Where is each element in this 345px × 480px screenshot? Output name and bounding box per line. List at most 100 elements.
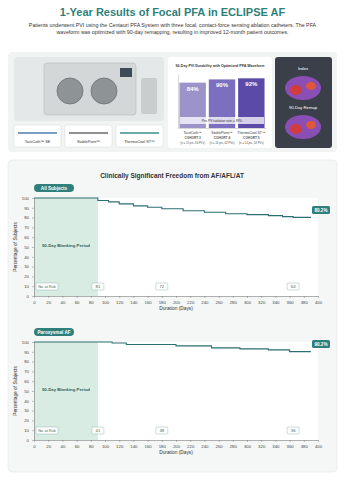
axis-line [178, 75, 179, 129]
y-axis: 0102030405060708090100 [22, 196, 35, 299]
tick-mark [32, 296, 34, 297]
tick-label: StablePoint™ [211, 131, 232, 135]
end-label: 90.2% [314, 342, 327, 347]
tick-mark [190, 440, 191, 442]
axis-line [34, 199, 35, 297]
tick-mark [247, 296, 248, 298]
axis-title: Duration (Days) [159, 306, 193, 311]
tick-mark [176, 296, 177, 298]
tick-label: 180 [159, 444, 167, 449]
shaded-label: 90-Day Blanking Period [42, 387, 90, 392]
tick: 60 [75, 296, 80, 305]
tick-label: TactiCath™ [184, 131, 202, 135]
tick-mark [233, 440, 234, 442]
tick-mark [190, 296, 191, 298]
at-risk-value: 36 [291, 428, 296, 433]
at-risk-box [36, 427, 58, 434]
tick-label: 100 [22, 340, 30, 345]
tick-mark [219, 440, 220, 442]
axis-title: Percentage of Subjects [13, 366, 18, 416]
heart-lesion [306, 82, 316, 90]
map-card [275, 57, 332, 148]
tick-label: 360 [287, 300, 295, 305]
tick-mark [32, 218, 34, 219]
tick-label: 40 [61, 444, 66, 449]
tick: 240 [201, 440, 209, 449]
tick-mark [32, 198, 34, 199]
tick: 300 [244, 296, 252, 305]
tick-mark [91, 296, 92, 298]
tick-label: 80 [89, 300, 94, 305]
tick-label: 260 [216, 444, 224, 449]
tick-mark [62, 296, 63, 298]
tick-mark [48, 296, 49, 298]
tick-mark [233, 296, 234, 298]
tick: 60 [24, 379, 34, 384]
tick-mark [32, 247, 34, 248]
tick: 200 [173, 440, 181, 449]
cohort-size: (n = 15 pts, 56 PVs) [180, 141, 205, 145]
device-area [14, 57, 164, 121]
tick-mark [275, 296, 276, 298]
tick-label: 20 [46, 300, 51, 305]
tick-mark [32, 208, 34, 209]
tick: 100 [102, 440, 110, 449]
infographic: TactiCath™ SEStablePoint™ThermoCool ST™9… [0, 0, 345, 480]
tick-label: 80 [24, 215, 29, 220]
tick: 40 [24, 255, 34, 260]
tick-label: 140 [130, 300, 138, 305]
heart-map [285, 115, 321, 139]
tick-label: 70 [24, 225, 29, 230]
tick: 50 [24, 389, 34, 394]
tick-label: 220 [187, 300, 195, 305]
map-label: 90-Day Remap [289, 105, 318, 110]
heart-lesion [290, 124, 302, 134]
chart-title: 90-Day PVI Durability with Optimized PFA… [176, 64, 265, 68]
y-axis [178, 75, 179, 129]
at-risk-label: No. at Risk [38, 285, 56, 289]
end-label-box [312, 340, 330, 348]
tick-label: 260 [216, 300, 224, 305]
tick: 140 [130, 296, 138, 305]
tick: 220 [187, 296, 195, 305]
heart-lesion [290, 85, 302, 95]
heart-lesion [306, 121, 316, 129]
tick-label: 0 [33, 444, 36, 449]
bar-card [168, 57, 272, 148]
tick-mark [32, 411, 34, 412]
plot-marks [34, 342, 311, 440]
tick: 30 [24, 408, 34, 413]
tick-mark [32, 371, 34, 372]
tick-label: 40 [61, 300, 66, 305]
map-label: Index [298, 66, 309, 71]
tick-label: 10 [24, 428, 29, 433]
tick: 300 [244, 440, 252, 449]
tick-label: 380 [301, 300, 309, 305]
catheter-card [14, 125, 61, 147]
top-panel [8, 52, 337, 152]
tick: 240 [201, 296, 209, 305]
tick: 80 [89, 296, 94, 305]
axis-line [34, 343, 35, 441]
tick-mark [318, 440, 319, 442]
tick: 280 [230, 296, 238, 305]
tick: 100 [102, 296, 110, 305]
tick-mark [304, 296, 305, 298]
at-risk-value: 41 [96, 428, 101, 433]
tick-mark [77, 440, 78, 442]
tick-label: 100 [22, 196, 30, 201]
at-risk-box [92, 283, 104, 290]
device-screen [120, 68, 132, 77]
tick-mark [105, 296, 106, 298]
tick-label: 220 [187, 444, 195, 449]
at-risk-value: 81 [96, 284, 101, 289]
tick-mark [275, 440, 276, 442]
tick: 40 [24, 399, 34, 404]
tick-label: 20 [24, 274, 29, 279]
tick-label: 60 [24, 379, 29, 384]
tick-mark [32, 362, 34, 363]
at-risk-box [156, 283, 168, 290]
at-risk-label: No. at Risk [38, 429, 56, 433]
tick: 320 [258, 440, 266, 449]
tick-mark [290, 296, 291, 298]
